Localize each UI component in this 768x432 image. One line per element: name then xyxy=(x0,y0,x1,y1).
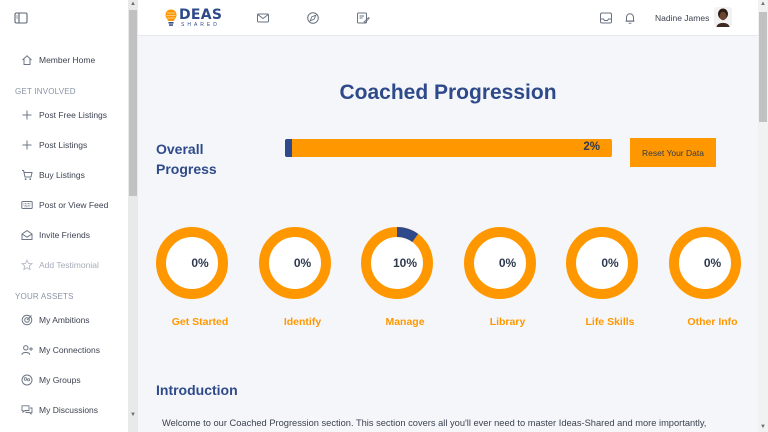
discussion-icon xyxy=(20,404,33,417)
progress-ring-track xyxy=(668,227,741,299)
main-scroll-thumb[interactable] xyxy=(759,12,767,122)
sidebar-item-label: Member Home xyxy=(39,55,96,65)
edit-note-icon[interactable] xyxy=(356,11,370,25)
explore-icon[interactable] xyxy=(306,11,320,25)
progress-ring-label[interactable]: Manage xyxy=(385,316,425,328)
cart-icon xyxy=(20,169,33,182)
progress-ring-graphic xyxy=(258,227,331,299)
envelope-open-icon xyxy=(20,229,33,242)
section-get-involved: GET INVOLVED xyxy=(15,87,76,96)
progress-ring-percent: 0% xyxy=(601,256,619,270)
ideas-shared-logo[interactable]: DEAS SHARED xyxy=(164,8,222,30)
progress-ring[interactable]: 0% Other Info xyxy=(659,224,749,334)
inbox-icon[interactable] xyxy=(599,11,613,25)
home-icon xyxy=(20,54,33,67)
progress-ring-label[interactable]: Identify xyxy=(283,316,322,328)
mail-icon[interactable] xyxy=(256,11,270,25)
progress-ring-percent: 0% xyxy=(498,256,517,270)
overall-progress-label: Overall Progress xyxy=(156,141,217,177)
target-icon xyxy=(20,314,33,327)
plus-icon xyxy=(20,139,33,152)
progress-ring-label[interactable]: Life Skills xyxy=(585,316,635,328)
sidebar-item-post-or-view-feed[interactable]: Post or View Feed xyxy=(20,195,128,215)
avatar[interactable] xyxy=(714,7,732,27)
progress-ring[interactable]: 0% Get Started xyxy=(146,224,236,334)
scroll-up-arrow[interactable]: ▲ xyxy=(760,1,766,7)
sidebar-item-label: My Groups xyxy=(39,375,81,385)
logo-wordmark: DEAS xyxy=(179,7,223,23)
sidebar-item-label: Post or View Feed xyxy=(39,200,109,210)
sidebar-item-my-discussions[interactable]: My Discussions xyxy=(20,400,128,420)
sidebar-item-post-free-listings[interactable]: Post Free Listings xyxy=(20,105,128,125)
sidebar-toggle-icon[interactable] xyxy=(14,11,28,24)
sidebar-scroll-thumb[interactable] xyxy=(129,10,137,196)
progress-ring-track xyxy=(566,227,638,299)
sidebar-item-my-groups[interactable]: My Groups xyxy=(20,370,128,390)
progress-ring[interactable]: 10% Manage xyxy=(351,224,441,334)
progress-ring-graphic xyxy=(566,227,638,299)
lightbulb-logo-icon xyxy=(164,8,178,28)
section-your-assets: YOUR ASSETS xyxy=(15,292,74,301)
overall-progress-bar: 2% xyxy=(285,139,612,157)
sidebar: Member Home GET INVOLVED Post Free Listi… xyxy=(0,0,128,432)
overall-progress-percent: 2% xyxy=(583,141,600,153)
progress-ring-track xyxy=(463,227,536,299)
overall-progress-fill xyxy=(285,139,292,157)
scroll-down-arrow[interactable]: ▼ xyxy=(130,412,136,418)
sidebar-item-label: Post Listings xyxy=(39,140,88,150)
sidebar-item-label: My Connections xyxy=(39,345,100,355)
introduction-heading: Introduction xyxy=(156,382,238,398)
progress-ring-graphic xyxy=(156,227,228,299)
sidebar-item-label: My Discussions xyxy=(39,405,99,415)
progress-ring[interactable]: 0% Library xyxy=(454,224,544,334)
star-icon xyxy=(20,259,33,272)
progress-ring-graphic xyxy=(668,227,741,299)
progress-ring-label[interactable]: Get Started xyxy=(171,316,229,328)
bell-icon[interactable] xyxy=(623,11,637,25)
main-scrollbar[interactable]: ▲ ▼ xyxy=(758,0,768,432)
progress-ring-percent: 10% xyxy=(392,256,418,270)
progress-ring-track xyxy=(258,227,331,299)
page-title: Coached Progression xyxy=(339,81,557,104)
sidebar-item-label: Invite Friends xyxy=(39,230,91,240)
introduction-text: Welcome to our Coached Progression secti… xyxy=(162,418,707,428)
plus-icon xyxy=(20,109,33,122)
sidebar-item-invite-friends[interactable]: Invite Friends xyxy=(20,225,128,245)
sidebar-item-label: Post Free Listings xyxy=(39,110,108,120)
progress-ring-graphic xyxy=(463,227,536,299)
user-name[interactable]: Nadine James xyxy=(655,13,710,23)
progress-ring-percent: 0% xyxy=(191,256,209,270)
sidebar-item-my-connections[interactable]: My Connections xyxy=(20,340,128,360)
sidebar-item-label: My Ambitions xyxy=(39,315,90,325)
reset-data-button[interactable]: Reset Your Data xyxy=(630,138,716,167)
progress-ring-label[interactable]: Library xyxy=(489,316,526,328)
sidebar-item-post-listings[interactable]: Post Listings xyxy=(20,135,128,155)
progress-ring-label[interactable]: Other Info xyxy=(687,316,738,328)
sidebar-item-member-home[interactable]: Member Home xyxy=(20,50,128,70)
sidebar-scrollbar[interactable]: ▲ ▼ xyxy=(128,0,138,432)
progress-ring[interactable]: 0% Identify xyxy=(249,224,339,334)
sidebar-item-label: Buy Listings xyxy=(39,170,85,180)
groups-icon xyxy=(20,374,33,387)
progress-ring-graphic xyxy=(361,227,433,299)
scroll-up-arrow[interactable]: ▲ xyxy=(130,1,136,7)
sidebar-item-add-testimonial[interactable]: Add Testimonial xyxy=(20,255,128,275)
progress-rings: 0% Get Started 0% Identify 10% Manage 0% Librar… xyxy=(138,224,758,334)
user-plus-icon xyxy=(20,344,33,357)
progress-ring[interactable]: 0% Life Skills xyxy=(556,224,646,334)
sidebar-item-my-ambitions[interactable]: My Ambitions xyxy=(20,310,128,330)
logo-subtext: SHARED xyxy=(181,22,220,28)
progress-ring-percent: 0% xyxy=(293,256,312,270)
progress-ring-percent: 0% xyxy=(703,256,722,270)
sidebar-item-label: Add Testimonial xyxy=(39,260,99,270)
main-content: Coached Progression Overall Progress 2% … xyxy=(138,36,758,432)
top-bar: DEAS SHARED Nadine James xyxy=(138,0,758,36)
keyboard-icon xyxy=(20,199,33,212)
progress-ring-track xyxy=(156,227,228,299)
scroll-down-arrow[interactable]: ▼ xyxy=(760,424,766,430)
progress-ring-fill xyxy=(361,227,433,299)
sidebar-item-buy-listings[interactable]: Buy Listings xyxy=(20,165,128,185)
